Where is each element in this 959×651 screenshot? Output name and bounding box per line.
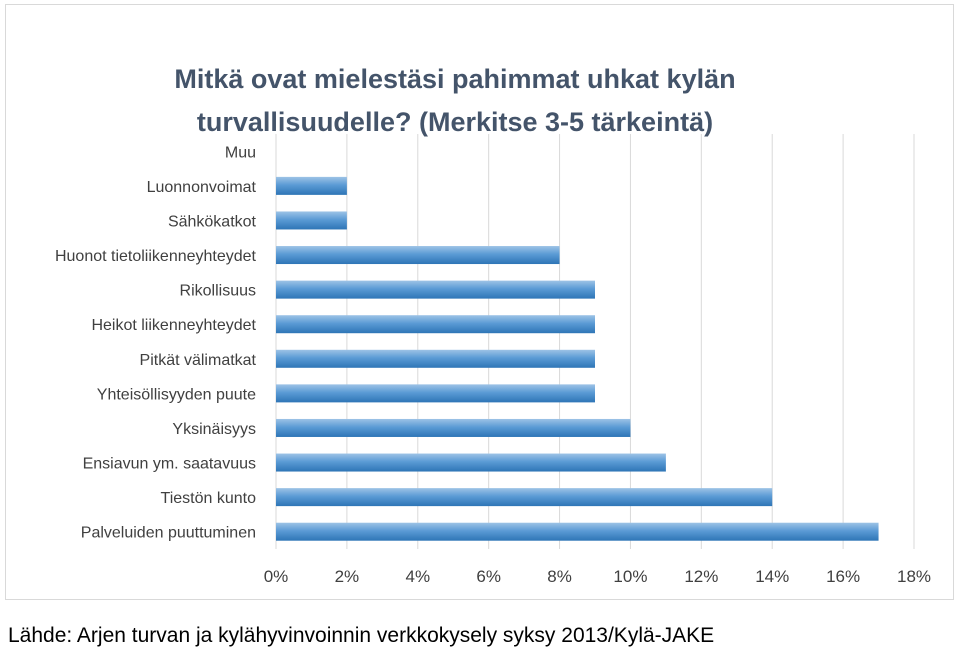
category-label: Pitkät välimatkat (140, 352, 257, 369)
source-note: Lähde: Arjen turvan ja kylähyvinvoinnin … (8, 624, 715, 647)
bar (276, 315, 595, 334)
category-label: Rikollisuus (180, 283, 256, 300)
x-tick-label: 0% (264, 567, 289, 586)
bar (276, 453, 666, 472)
x-tick-label: 6% (476, 567, 501, 586)
x-tick-label: 8% (547, 567, 572, 586)
category-label: Yhteisöllisyyden puute (97, 386, 256, 403)
category-label: Heikot liikenneyhteydet (91, 317, 256, 334)
x-tick-label: 10% (613, 567, 647, 586)
x-tick-label: 18% (897, 567, 931, 586)
chart-title: Mitkä ovat mielestäsi pahimmat uhkat kyl… (174, 64, 736, 137)
bar (276, 522, 879, 541)
bar (276, 280, 595, 299)
category-label: Yksinäisyys (172, 421, 256, 438)
bar-chart: Muu Luonnonvoimat Sähkökatkot Huonot tietol… (55, 134, 931, 586)
category-labels: Muu Luonnonvoimat Sähkökatkot Huonot tietol… (55, 144, 257, 541)
bar (276, 349, 595, 368)
x-tick-labels: 0% 2% 4% 6% 8% 10% 12% 14% 16% 18% (264, 567, 931, 586)
bar (276, 488, 773, 507)
category-label: Huonot tietoliikenneyhteydet (55, 248, 257, 265)
x-tick-label: 4% (405, 567, 430, 586)
x-tick-label: 2% (335, 567, 360, 586)
x-tick-label: 12% (684, 567, 718, 586)
category-label: Tiestön kunto (161, 490, 257, 507)
category-label: Palveluiden puuttuminen (81, 525, 256, 542)
bar (276, 176, 347, 195)
bar (276, 211, 347, 230)
gridlines (275, 134, 915, 549)
category-label: Muu (225, 144, 256, 161)
bar (276, 246, 560, 265)
bar (276, 384, 595, 403)
bars (276, 176, 879, 541)
category-label: Ensiavun ym. saatavuus (83, 456, 256, 473)
category-label: Sähkökatkot (168, 213, 257, 230)
category-label: Luonnonvoimat (147, 179, 257, 196)
bar (276, 418, 631, 437)
x-tick-label: 16% (826, 567, 860, 586)
x-tick-label: 14% (755, 567, 789, 586)
